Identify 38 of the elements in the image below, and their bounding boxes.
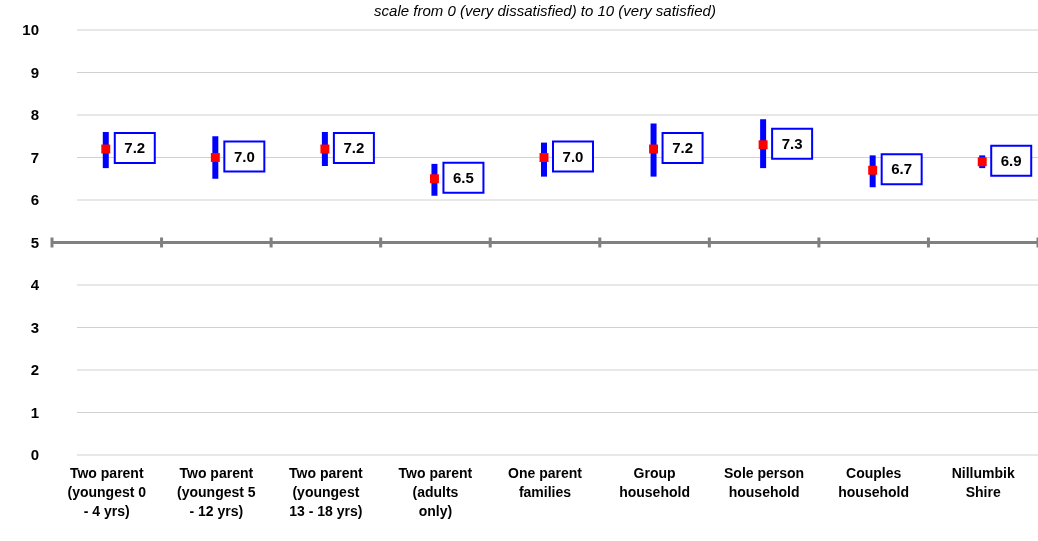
y-tick-label: 5 — [30, 233, 39, 251]
y-tick-label: 1 — [30, 403, 39, 421]
y-tick-label: 7 — [30, 148, 39, 166]
x-tick-label: Two parent (youngest 0 - 4 yrs) — [67, 465, 147, 519]
y-tick-label: 8 — [30, 106, 39, 124]
data-label: 6.5 — [453, 168, 474, 186]
x-tick-label: Two parent (adults only) — [398, 465, 473, 519]
y-tick-label: 4 — [30, 276, 40, 294]
point — [539, 153, 549, 162]
point — [649, 144, 659, 154]
point — [101, 144, 111, 154]
y-tick-label: 3 — [30, 318, 39, 336]
y-tick-label: 2 — [30, 361, 39, 379]
x-tick-label: Two parent (youngest 13 - 18 yrs) — [289, 465, 364, 519]
data-label: 7.0 — [562, 147, 584, 165]
x-tick-label: Group household — [619, 465, 690, 500]
data-label: 7.2 — [343, 139, 365, 156]
data-label: 7.2 — [672, 139, 693, 156]
chart-subtitle: scale from 0 (very dissatisfied) to 10 (very satisfied) — [374, 2, 716, 19]
y-tick-label: 0 — [30, 446, 39, 464]
point — [210, 153, 220, 162]
data-label: 7.2 — [124, 139, 146, 156]
x-tick-label: Nillumbik Shire — [951, 465, 1015, 500]
point — [868, 165, 878, 175]
x-tick-label: Couples household — [838, 465, 910, 500]
y-tick-label: 9 — [30, 63, 39, 81]
x-tick-label: Two parent (youngest 5 - 12 yrs) — [177, 465, 256, 519]
point — [758, 140, 768, 150]
data-label: 6.9 — [1000, 151, 1022, 169]
point — [429, 174, 439, 184]
data-label: 6.7 — [891, 160, 913, 178]
x-tick-label: Sole person household — [724, 465, 805, 500]
data-label: 7.0 — [233, 147, 255, 165]
point — [320, 144, 330, 154]
x-tick-label: One parent families — [508, 465, 583, 500]
data-label: 7.3 — [781, 134, 803, 152]
y-tick-label: 10 — [22, 21, 39, 39]
y-tick-label: 6 — [30, 191, 39, 209]
